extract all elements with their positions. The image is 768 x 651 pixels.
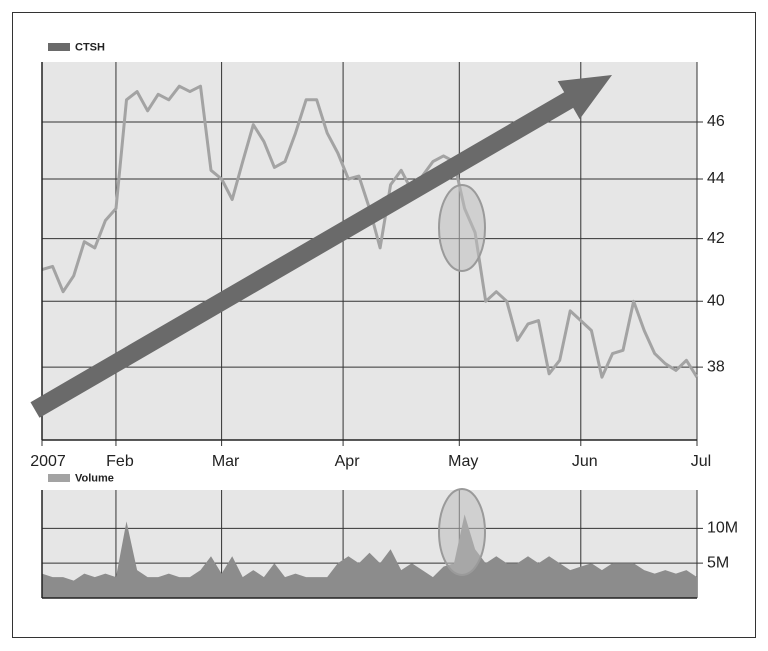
y-tick-label: 44 [707,170,725,187]
y-tick-label: 42 [707,230,725,247]
y-tick-label: 38 [707,358,725,375]
y-tick-label: 5M [707,554,729,571]
x-tick-label: Mar [212,453,240,470]
legend-label: CTSH [75,41,105,53]
plot-background [42,62,697,440]
highlight-ellipse [438,184,486,272]
highlight-ellipse [438,488,486,576]
x-tick-label: Feb [106,453,134,470]
x-tick-label: Jul [691,453,711,470]
x-tick-label: Jun [572,453,598,470]
y-tick-label: 46 [707,113,725,130]
price-panel: 38 40 42 44 46 2007 Feb Mar Apr May Jun Jul CTSH [30,41,725,470]
x-tick-label: Apr [335,453,361,470]
x-tick-label: May [448,453,478,470]
volume-panel: 5M 10M Volume [41,472,738,599]
legend-swatch [48,474,70,482]
legend-swatch [48,43,70,51]
y-tick-label: 40 [707,292,725,309]
legend-label: Volume [75,472,114,484]
volume-area [42,514,697,598]
x-tick-label: 2007 [30,453,66,470]
trend-arrow [30,75,612,418]
y-tick-label: 10M [707,520,738,537]
